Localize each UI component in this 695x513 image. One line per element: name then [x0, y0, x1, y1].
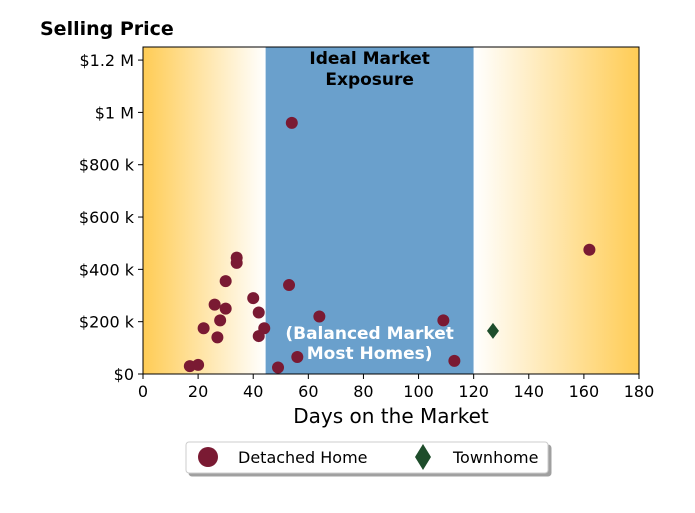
data-points: [183, 116, 596, 374]
detached-home-point: [583, 243, 596, 256]
detached-home-point: [448, 354, 461, 367]
legend-box: [185, 441, 549, 474]
detached-home-point: [247, 292, 260, 305]
detached-home-point: [291, 350, 304, 363]
x-tick-label: 80: [353, 382, 373, 401]
y-tick-label: $600 k: [79, 208, 135, 227]
detached-home-point: [230, 251, 243, 264]
detached-home-point: [208, 298, 221, 311]
ideal-zone-caption-line2: Most Homes): [307, 344, 433, 364]
legend-townhome-marker: [415, 444, 431, 470]
plot-frame: [142, 46, 640, 375]
legend: Detached Home Townhome: [185, 441, 549, 474]
x-tick-label: 160: [569, 382, 600, 401]
x-tick-label: 20: [188, 382, 208, 401]
ideal-zone-caption-line1: (Balanced Market: [285, 324, 454, 344]
y-axis-title: Selling Price: [40, 18, 174, 40]
x-tick-label: 100: [403, 382, 434, 401]
detached-home-point: [211, 331, 224, 344]
detached-home-point: [437, 314, 450, 327]
x-tick-label: 0: [138, 382, 148, 401]
legend-detached-home-label: Detached Home: [238, 448, 368, 467]
detached-home-point: [285, 116, 298, 129]
left-gradient-zone: [143, 47, 266, 374]
y-tick-label: $0: [114, 365, 134, 384]
x-axis-ticks: 0 20 40 60 80 100 120 140 160 180: [138, 374, 654, 401]
ideal-zone-title-line2: Exposure: [325, 70, 414, 90]
y-tick-label: $200 k: [79, 313, 135, 332]
detached-home-point: [197, 322, 210, 335]
detached-home-point: [214, 314, 227, 327]
x-tick-label: 60: [298, 382, 318, 401]
detached-home-point: [192, 358, 205, 371]
ideal-zone-title-line1: Ideal Market: [309, 49, 430, 69]
x-tick-label: 120: [458, 382, 489, 401]
y-tick-label: $1.2 M: [79, 51, 134, 70]
x-axis-title: Days on the Market: [293, 404, 489, 428]
legend-detached-home-marker: [198, 447, 218, 467]
detached-home-point: [272, 361, 285, 374]
x-tick-label: 140: [514, 382, 545, 401]
background-zones: [143, 47, 639, 374]
detached-home-point: [219, 275, 232, 288]
right-gradient-zone: [473, 47, 639, 374]
y-tick-label: $1 M: [95, 103, 134, 122]
y-tick-label: $800 k: [79, 156, 135, 175]
detached-home-point: [283, 279, 296, 292]
y-tick-label: $400 k: [79, 260, 135, 279]
detached-home-point: [313, 310, 326, 323]
detached-home-point: [252, 306, 265, 319]
x-tick-label: 180: [624, 382, 655, 401]
detached-home-point: [219, 302, 232, 315]
townhome-point: [486, 322, 499, 339]
detached-home-point: [258, 322, 271, 335]
y-axis-ticks: $0 $200 k $400 k $600 k $800 k $1 M $1.2 M: [79, 51, 143, 384]
x-tick-label: 40: [243, 382, 263, 401]
legend-townhome-label: Townhome: [452, 448, 538, 467]
